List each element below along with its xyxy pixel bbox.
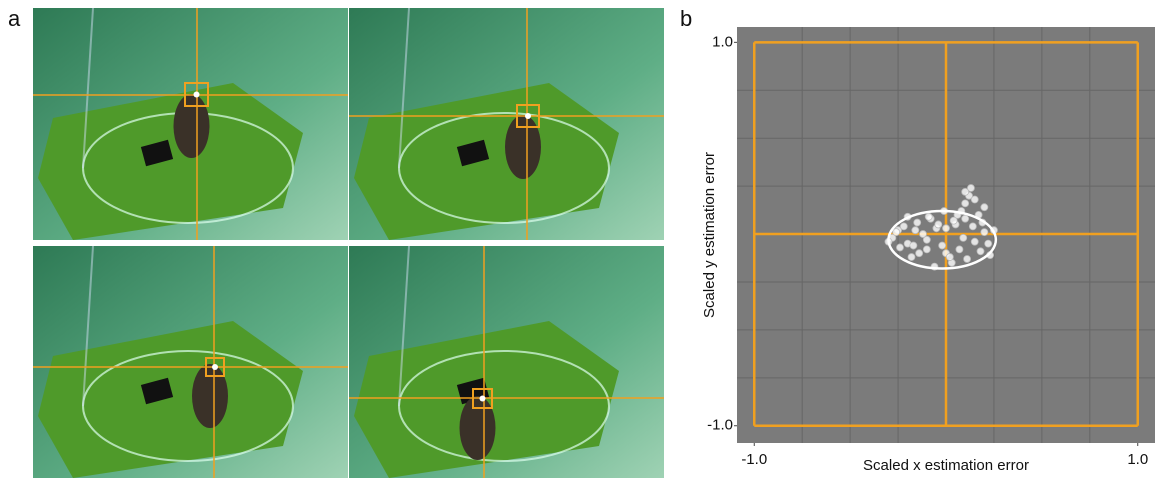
animal <box>460 396 496 460</box>
animal <box>505 115 541 179</box>
point <box>923 246 930 253</box>
point <box>896 244 903 251</box>
point <box>923 236 930 243</box>
point <box>977 248 984 255</box>
point <box>962 215 969 222</box>
point <box>893 229 900 236</box>
point <box>939 242 946 249</box>
photo <box>33 8 348 240</box>
point <box>985 240 992 247</box>
y-tick-label: -1.0 <box>707 417 733 434</box>
point <box>912 227 919 234</box>
point <box>935 221 942 228</box>
figure: a b Scaled x estimation error Scaled y e… <box>0 0 1155 479</box>
x-axis-label: Scaled x estimation error <box>863 457 1029 474</box>
point <box>971 196 978 203</box>
point <box>962 200 969 207</box>
photo <box>349 246 664 478</box>
y-tick-label: 1.0 <box>712 33 733 50</box>
point <box>962 188 969 195</box>
y-axis-label: Scaled y estimation error <box>701 152 718 318</box>
point <box>916 250 923 257</box>
panel-label: b <box>680 6 692 31</box>
x-tick-label: 1.0 <box>1127 451 1148 468</box>
point <box>900 223 907 230</box>
point <box>908 254 915 261</box>
photo <box>33 246 348 478</box>
point <box>964 255 971 262</box>
animal <box>174 94 210 158</box>
point <box>971 238 978 245</box>
point <box>910 242 917 249</box>
point <box>969 223 976 230</box>
marker <box>194 92 200 98</box>
marker <box>480 396 486 402</box>
marker <box>525 113 531 119</box>
point <box>950 217 957 224</box>
marker <box>212 364 218 370</box>
point <box>981 204 988 211</box>
photo <box>349 8 664 240</box>
point <box>925 213 932 220</box>
point <box>914 219 921 226</box>
point <box>946 254 953 261</box>
point <box>956 246 963 253</box>
x-tick-label: -1.0 <box>741 451 767 468</box>
point <box>981 229 988 236</box>
animal <box>192 364 228 428</box>
point <box>960 234 967 241</box>
panel-label: a <box>8 6 21 31</box>
point <box>943 225 950 232</box>
